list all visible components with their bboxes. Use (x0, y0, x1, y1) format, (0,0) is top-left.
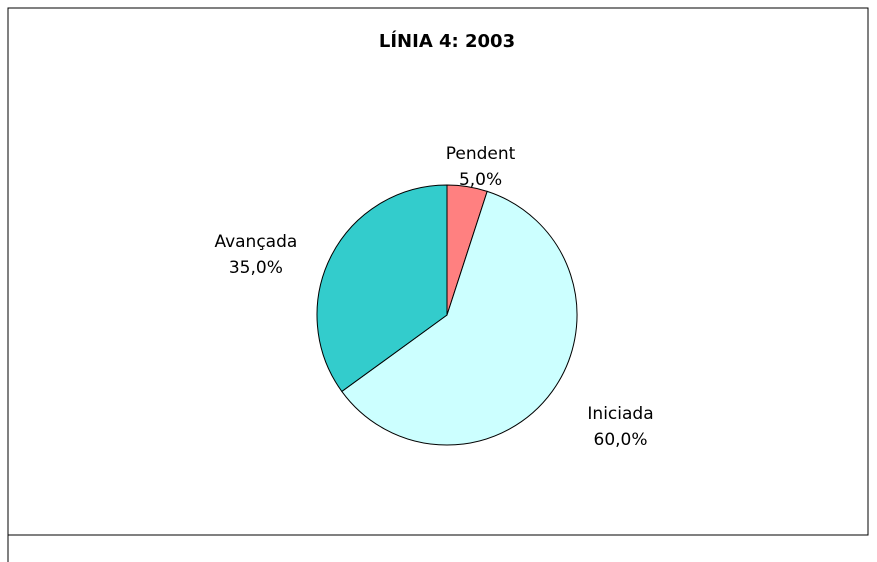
slice-value-label: 60,0% (594, 430, 648, 450)
chart-title: LÍNIA 4: 2003 (379, 30, 515, 52)
slice-value-label: 35,0% (229, 258, 283, 278)
pie-slice (341, 190, 578, 446)
slice-label: Pendent (446, 144, 516, 164)
slice-label: Iniciada (587, 404, 653, 424)
pie-slice (316, 184, 448, 393)
slice-label: Avançada (214, 232, 297, 252)
slice-value-label: 5,0% (459, 170, 502, 190)
